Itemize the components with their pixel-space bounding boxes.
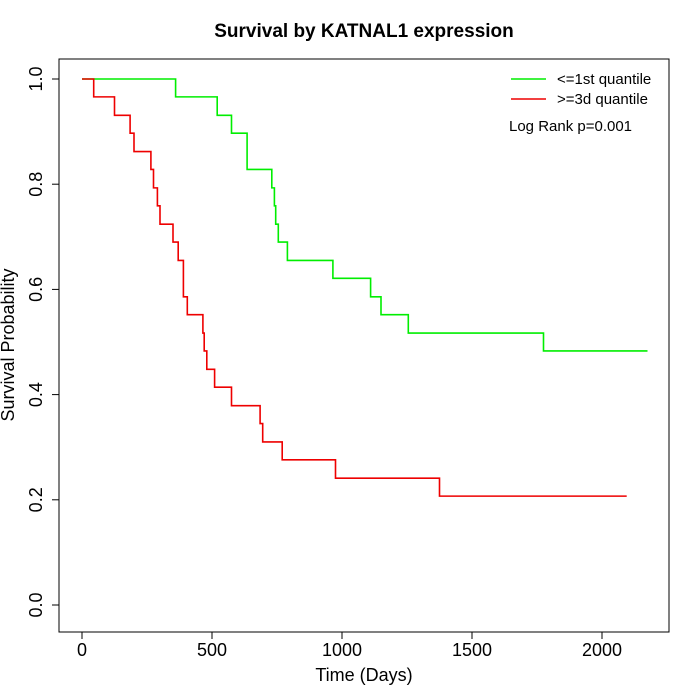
y-tick-label: 0.0: [26, 592, 46, 617]
y-tick-label: 0.4: [26, 382, 46, 407]
y-tick-label: 1.0: [26, 66, 46, 91]
series-line-low-expression: [82, 78, 648, 352]
series-layer: [82, 78, 648, 497]
y-tick-label: 0.6: [26, 277, 46, 302]
x-tick-label: 1500: [452, 640, 492, 660]
legend-label-high: >=3d quantile: [557, 91, 648, 108]
legend: <=1st quantile >=3d quantile: [511, 71, 651, 108]
x-tick-label: 0: [77, 640, 87, 660]
x-axis: 0 500 1000 1500 2000: [77, 631, 622, 660]
y-axis: 0.0 0.2 0.4 0.6 0.8 1.0: [26, 66, 60, 618]
y-axis-label: Survival Probability: [0, 268, 18, 421]
series-line-high-expression: [82, 78, 627, 497]
x-axis-label: Time (Days): [315, 665, 412, 685]
legend-label-low: <=1st quantile: [557, 71, 651, 88]
x-tick-label: 2000: [582, 640, 622, 660]
chart-title: Survival by KATNAL1 expression: [214, 21, 514, 42]
x-tick-label: 500: [197, 640, 227, 660]
plot-frame: [58, 58, 670, 633]
x-tick-label: 1000: [322, 640, 362, 660]
logrank-annotation: Log Rank p=0.001: [509, 118, 632, 135]
y-tick-label: 0.2: [26, 487, 46, 512]
y-tick-label: 0.8: [26, 172, 46, 197]
